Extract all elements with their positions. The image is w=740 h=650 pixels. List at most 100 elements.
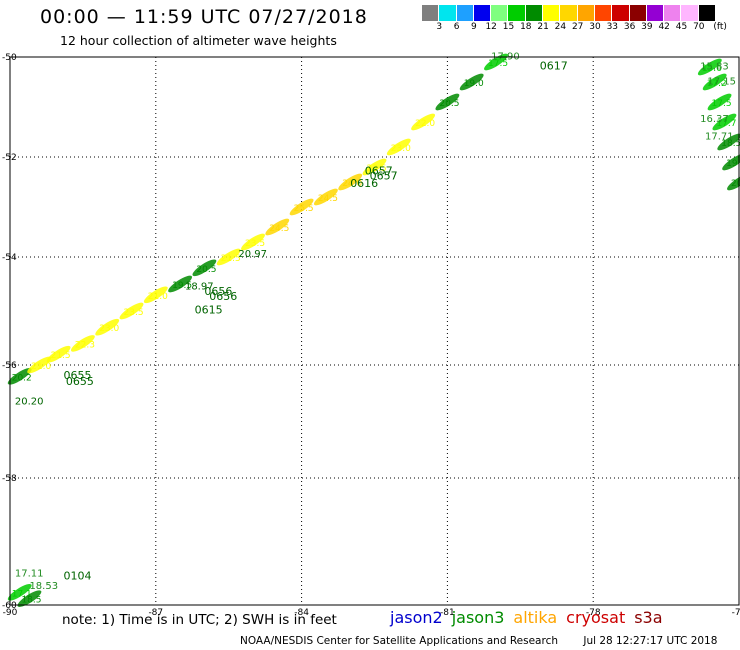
satellite-label: altika [513,608,558,627]
satellite-label: jason3 [451,608,505,627]
swh-marker [722,153,740,171]
swh-value: 24.5 [269,224,289,234]
track-point: 21.5 [46,345,71,363]
swh-marker [362,158,387,176]
chart-subtitle: 12 hour collection of altimeter wave hei… [60,33,337,48]
annotations: 0655065506560656061506570657061606170104… [15,52,736,593]
data-points: 20.221.021.522.323.023.521.019.520.521.5… [7,53,740,607]
footer-note: note: 1) Time is in UTC; 2) SWH is in fe… [62,612,337,628]
track-point: 25.5 [289,198,314,216]
legend-label: 39 [641,22,653,32]
track-point: 23.0 [95,318,120,336]
track-point: 24.5 [265,218,289,236]
track-point: 15.6 [697,58,722,76]
track-point: 19.5 [168,275,192,293]
swh-value: 17.7 [716,119,736,129]
y-tick-label: -56 [2,361,17,371]
annotation-label: 20.20 [15,397,44,408]
swh-marker [435,93,460,111]
satellite-label: jason2 [390,608,443,627]
y-tick-label: -54 [2,253,17,263]
annotation-label: 0655 [63,369,91,382]
legend-swatch [577,5,595,21]
legend-swatch [422,5,440,21]
legend-label: 45 [675,22,688,32]
swh-marker [7,583,32,601]
swh-marker [411,113,436,131]
annotation-label: 0656 [204,285,232,298]
legend-label: 6 [453,22,460,32]
credit-text: NOAA/NESDIS Center for Satellite Applica… [240,635,558,647]
track-point: 20.2 [727,173,740,191]
legend-swatch [473,5,492,21]
track-point: 19.5 [722,153,740,171]
x-tick-label: -75 [732,608,740,618]
track-point: 21.0 [143,286,168,304]
legend-label: 24 [554,22,567,32]
annotation-label: 18.97 [185,281,214,292]
legend-label: 21 [537,22,549,32]
swh-value: 22.3 [75,340,95,350]
legend-swatch [525,5,544,21]
legend-label: 15 [502,22,515,32]
swh-value: 17.1 [12,589,32,599]
annotation-label: 18.53 [29,581,58,592]
swh-marker [95,318,120,336]
track-point: 20.5 [192,259,216,277]
annotation-label: 0656 [209,290,237,303]
legend-label: 30 [589,22,601,32]
annotation-label: 17.11 [15,568,44,579]
annotation-label: 15.83 [700,62,729,73]
swh-marker [484,53,508,71]
track-point: 17.5 [707,93,732,111]
swh-value: 24.5 [318,194,338,204]
swh-value: 17.2 [707,79,727,89]
track-point: 19.0 [459,73,484,91]
legend-swatch [508,5,526,21]
swh-marker [46,345,71,363]
swh-marker [289,198,314,216]
swh-value: 23.5 [367,164,387,174]
swh-marker [697,58,722,76]
y-tick-label: -52 [2,153,17,163]
annotation-label: 0657 [365,165,393,178]
annotation-label: 16.37 [700,114,729,125]
satellite-label: s3a [634,608,663,627]
annotation-label: 0104 [63,570,91,583]
swh-marker [216,248,241,266]
y-tick-label: -60 [2,601,17,611]
track-point: 17.7 [712,113,737,131]
annotation-label: 0617 [540,60,568,73]
credit-line: NOAA/NESDIS Center for Satellite Applica… [240,635,739,647]
color-legend [422,5,717,21]
track-point: 20.5 [435,93,460,111]
track-point: 17.2 [702,73,727,91]
legend-swatch [594,5,613,21]
legend-label: 33 [606,22,619,32]
legend-swatch [681,5,699,21]
swh-marker [119,302,144,320]
swh-value: 23.5 [124,308,144,318]
legend-unit: (ft) [713,22,727,32]
annotation-label: 0616 [350,177,378,190]
track-point: 23.0 [386,138,411,156]
swh-marker [70,335,95,352]
annotation-label: 0657 [370,170,398,183]
swh-value: 18.5 [21,596,41,606]
track-point: 23.5 [119,302,144,320]
swh-value: 23.5 [245,239,265,249]
swh-marker [386,138,411,156]
annotation-label: 0655 [66,375,94,388]
legend-label: 12 [485,22,497,32]
swh-marker [712,113,737,131]
swh-value: 17.5 [712,99,732,109]
annotation-label: 0615 [195,304,223,317]
swh-value: 19.0 [464,79,484,89]
swh-marker [338,173,363,191]
legend-label: 42 [658,22,670,32]
grid [10,57,739,605]
swh-value: 24.0 [342,179,362,189]
swh-marker [143,286,168,304]
y-tick-label: -50 [2,53,17,63]
swh-value: 17.5 [488,59,508,69]
